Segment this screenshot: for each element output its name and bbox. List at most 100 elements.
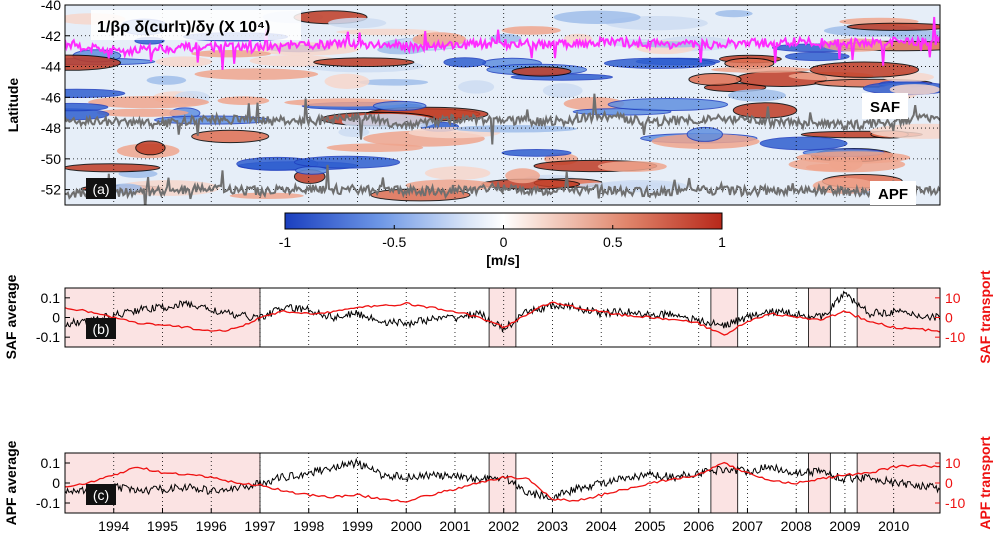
left-tick-label: 0.1 xyxy=(41,290,61,306)
shaded-period xyxy=(710,288,738,347)
right-tick-label: 10 xyxy=(945,290,961,306)
positive-anomaly-patch xyxy=(336,28,440,36)
colorbar-tick-label: 0.5 xyxy=(603,234,623,250)
right-tick-label: 0 xyxy=(945,475,953,491)
positive-anomaly-patch xyxy=(688,73,742,86)
latitude-tick-label: -42 xyxy=(41,28,61,44)
positive-anomaly-patch xyxy=(194,68,319,80)
left-tick-label: 0.1 xyxy=(41,455,61,471)
latitude-tick-label: -52 xyxy=(41,182,61,198)
positive-anomaly-patch xyxy=(88,96,209,109)
negative-anomaly-patch xyxy=(458,80,495,94)
positive-anomaly-patch xyxy=(889,84,940,95)
apf-average-axis-label: APF average xyxy=(3,440,19,525)
negative-anomaly-patch xyxy=(785,51,850,62)
shaded-period xyxy=(857,288,940,347)
negative-anomaly-patch xyxy=(542,83,583,98)
colorbar-unit: [m/s] xyxy=(486,252,519,268)
saf-front-label: SAF xyxy=(870,99,900,116)
shaded-periods-b xyxy=(64,288,941,347)
negative-anomaly-patch xyxy=(338,127,370,137)
positive-anomaly-patch xyxy=(65,163,161,173)
apf-front-label: APF xyxy=(878,186,908,203)
positive-anomaly-patch xyxy=(796,151,911,164)
saf-south-line xyxy=(65,93,940,145)
negative-anomaly-patch xyxy=(372,100,427,111)
lines-b xyxy=(65,290,940,336)
left-tick-label: 0 xyxy=(52,310,60,326)
latitude-tick-label: -50 xyxy=(41,151,61,167)
year-tick-label: 2010 xyxy=(878,518,909,534)
latitude-axis-label: Latitude xyxy=(5,78,21,133)
year-tick-label: 2008 xyxy=(781,518,812,534)
apf-transport-axis-label: APF transport xyxy=(977,436,993,530)
average-line xyxy=(65,290,940,333)
positive-anomaly-patch xyxy=(96,108,189,117)
ticks-b: 0.1 0 -0.1 10 0 -10 xyxy=(36,290,966,345)
latitude-tick-label: -48 xyxy=(41,120,61,136)
negative-anomaly-patch xyxy=(65,102,109,112)
left-tick-label: -0.1 xyxy=(36,495,60,511)
positive-anomaly-patch xyxy=(505,168,540,184)
positive-anomaly-patch xyxy=(812,177,876,194)
colorbar-ticks: -1 -0.5 0 0.5 1 xyxy=(279,225,726,250)
saf-average-axis-label: SAF average xyxy=(3,274,19,359)
panel-a-title: 1/βρ δ(curlτ)/δy (X 10⁴) xyxy=(97,19,270,36)
heatmap-grid xyxy=(65,5,940,205)
positive-anomaly-patch xyxy=(501,26,561,35)
left-tick-label: 0 xyxy=(52,475,60,491)
year-tick-label: 2004 xyxy=(586,518,617,534)
colorbar-tick-label: 0 xyxy=(500,234,508,250)
right-tick-label: 10 xyxy=(945,455,961,471)
negative-anomaly-patch xyxy=(553,10,641,24)
negative-anomaly-patch xyxy=(293,155,401,169)
negative-anomaly-patch xyxy=(603,57,716,69)
colorbar-tick-label: 1 xyxy=(718,234,726,250)
lines-c xyxy=(65,457,940,503)
positive-anomaly-patch xyxy=(511,66,572,77)
negative-anomaly-patch xyxy=(453,125,578,133)
positive-anomaly-patch xyxy=(324,73,370,89)
shaded-period xyxy=(489,453,516,513)
panel-b: 0.1 0 -0.1 10 0 -10 SAF average SAF transport… xyxy=(3,270,993,364)
positive-anomaly-patch xyxy=(809,61,920,78)
year-tick-label: 2009 xyxy=(829,518,860,534)
negative-anomaly-patch xyxy=(715,10,753,18)
transport-line xyxy=(65,461,940,503)
negative-anomaly-patch xyxy=(887,30,940,41)
year-tick-label: 2006 xyxy=(683,518,714,534)
negative-anomaly-patch xyxy=(295,166,329,175)
negative-anomaly-patch xyxy=(443,57,487,68)
positive-anomaly-patch xyxy=(155,56,213,67)
positive-anomaly-patch xyxy=(424,166,491,180)
right-tick-label: 0 xyxy=(945,310,953,326)
shaded-period xyxy=(808,288,831,347)
negative-anomaly-patch xyxy=(501,149,572,157)
negative-anomaly-patch xyxy=(759,136,848,151)
panel-a: -40 -42 -44 -46 -48 -50 -52 Latitude 1/βρ δ(cu… xyxy=(5,0,941,206)
shaded-period xyxy=(489,288,516,347)
apf-label-box xyxy=(870,181,916,205)
positive-anomaly-patch xyxy=(229,192,304,199)
colorbar: -1 -0.5 0 0.5 1 [m/s] xyxy=(279,212,726,268)
right-tick-label: -10 xyxy=(945,329,965,345)
year-tick-label: 1994 xyxy=(98,518,129,534)
positive-anomaly-patch xyxy=(217,96,270,105)
shaded-period xyxy=(808,453,831,513)
positive-anomaly-patch xyxy=(846,22,940,31)
year-tick-label: 1997 xyxy=(244,518,275,534)
positive-anomaly-patch xyxy=(732,102,798,119)
colorbar-tick-label: -1 xyxy=(279,234,292,250)
panel-a-label-box xyxy=(86,178,116,199)
positive-anomaly-patch xyxy=(326,143,424,152)
shaded-periods-c xyxy=(64,453,941,513)
panel-c-label: (c) xyxy=(93,487,109,503)
latitude-ticks: -40 -42 -44 -46 -48 -50 -52 xyxy=(41,0,70,198)
heatmap-field xyxy=(65,10,940,202)
left-tick-label: -0.1 xyxy=(36,329,60,345)
negative-anomaly-patch xyxy=(686,126,723,142)
year-tick-label: 2005 xyxy=(634,518,665,534)
apf-line xyxy=(65,164,940,205)
panel-a-title-box xyxy=(91,10,301,40)
